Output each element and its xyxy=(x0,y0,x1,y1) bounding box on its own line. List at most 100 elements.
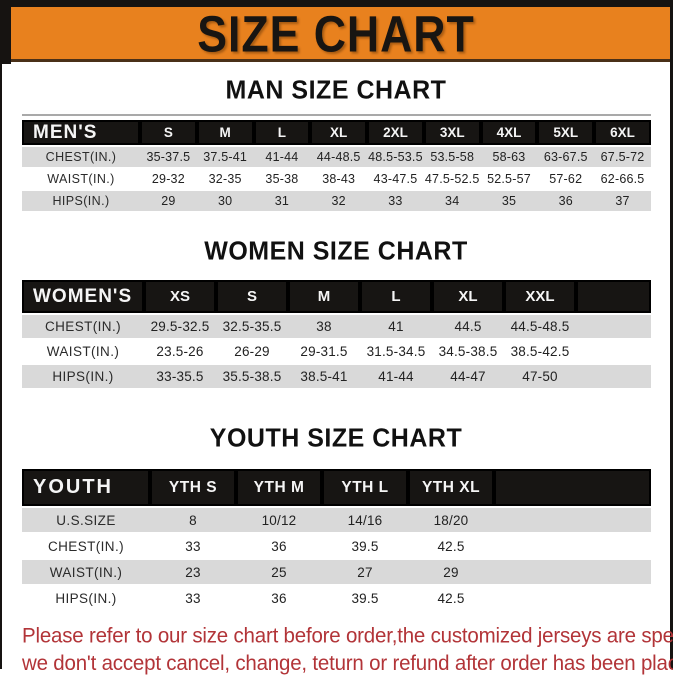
spacer-cell xyxy=(494,560,651,584)
table-row: WAIST(IN.) 23.5-26 26-29 29-31.5 31.5-34.5 34… xyxy=(22,340,651,363)
value-cell: 58-63 xyxy=(480,147,538,167)
table-row: WAIST(IN.) 23 25 27 29 xyxy=(22,560,651,584)
size-column-header: XL xyxy=(432,280,504,313)
value-cell: 37 xyxy=(594,191,651,211)
value-cell: 47-50 xyxy=(504,365,576,388)
value-cell: 33 xyxy=(150,586,236,610)
spacer-cell xyxy=(494,586,651,610)
size-column-header: S xyxy=(216,280,288,313)
table-title-cell: MEN'S xyxy=(22,120,140,145)
header-row: WOMEN'S XS S M L XL XXL xyxy=(22,280,651,313)
spacer-cell xyxy=(494,534,651,558)
value-cell: 32.5-35.5 xyxy=(216,315,288,338)
table-row: CHEST(IN.) 33 36 39.5 42.5 xyxy=(22,534,651,558)
size-column-header: M xyxy=(196,120,254,145)
size-column-header: S xyxy=(140,120,197,145)
value-cell: 33 xyxy=(367,191,424,211)
row-label-cell: CHEST(IN.) xyxy=(22,315,144,338)
women-size-table: WOMEN'S XS S M L XL XXL CHEST(IN.) 29.5-32.5 32.5… xyxy=(22,278,651,390)
value-cell: 38-43 xyxy=(310,169,368,189)
value-cell: 36 xyxy=(537,191,595,211)
top-border-bar xyxy=(2,0,670,7)
youth-size-table: YOUTH YTH S YTH M YTH L YTH XL U.S.SIZE 8 10/12… xyxy=(22,467,651,612)
size-column-header: YTH L xyxy=(322,469,408,506)
value-cell: 38.5-41 xyxy=(288,365,360,388)
divider-rule xyxy=(22,114,651,116)
row-label-cell: HIPS(IN.) xyxy=(22,365,144,388)
value-cell: 38.5-42.5 xyxy=(504,340,576,363)
value-cell: 48.5-53.5 xyxy=(367,147,424,167)
value-cell: 29-31.5 xyxy=(288,340,360,363)
value-cell: 35.5-38.5 xyxy=(216,365,288,388)
corner-block xyxy=(0,0,11,64)
disclaimer-line-2: we don't accept cancel, change, teturn o… xyxy=(22,651,673,676)
value-cell: 29 xyxy=(408,560,494,584)
page-title: SIZE CHART xyxy=(197,4,475,62)
value-cell: 31.5-34.5 xyxy=(360,340,432,363)
row-label-cell: HIPS(IN.) xyxy=(22,191,140,211)
row-label-cell: WAIST(IN.) xyxy=(22,340,144,363)
value-cell: 43-47.5 xyxy=(367,169,424,189)
table-title-cell: WOMEN'S xyxy=(22,280,144,313)
value-cell: 29 xyxy=(140,191,197,211)
value-cell: 27 xyxy=(322,560,408,584)
size-column-header: 6XL xyxy=(594,120,651,145)
value-cell: 41-44 xyxy=(253,147,311,167)
value-cell: 39.5 xyxy=(322,534,408,558)
value-cell: 35 xyxy=(480,191,538,211)
value-cell: 42.5 xyxy=(408,586,494,610)
section-heading-men: MAN SIZE CHART xyxy=(225,75,447,105)
banner: SIZE CHART xyxy=(0,0,670,64)
spacer-cell xyxy=(494,508,651,532)
value-cell: 8 xyxy=(150,508,236,532)
value-cell: 29.5-32.5 xyxy=(144,315,216,338)
table-title-cell: YOUTH xyxy=(22,469,150,506)
value-cell: 29-32 xyxy=(140,169,197,189)
size-column-header: XS xyxy=(144,280,216,313)
header-row: MEN'S S M L XL 2XL 3XL 4XL 5XL 6XL xyxy=(22,120,651,145)
value-cell: 34.5-38.5 xyxy=(432,340,504,363)
value-cell: 32 xyxy=(310,191,368,211)
value-cell: 32-35 xyxy=(196,169,254,189)
value-cell: 35-38 xyxy=(253,169,311,189)
value-cell: 25 xyxy=(236,560,322,584)
value-cell: 26-29 xyxy=(216,340,288,363)
value-cell: 23.5-26 xyxy=(144,340,216,363)
value-cell: 67.5-72 xyxy=(594,147,651,167)
value-cell: 34 xyxy=(423,191,481,211)
value-cell: 35-37.5 xyxy=(140,147,197,167)
spacer-cell xyxy=(494,469,651,506)
value-cell: 63-67.5 xyxy=(537,147,595,167)
header-row: YOUTH YTH S YTH M YTH L YTH XL xyxy=(22,469,651,506)
size-column-header: L xyxy=(360,280,432,313)
value-cell: 42.5 xyxy=(408,534,494,558)
size-column-header: YTH XL xyxy=(408,469,494,506)
value-cell: 41-44 xyxy=(360,365,432,388)
size-column-header: YTH M xyxy=(236,469,322,506)
table-row: CHEST(IN.) 35-37.5 37.5-41 41-44 44-48.5 48.5… xyxy=(22,147,651,167)
size-column-header: L xyxy=(253,120,311,145)
value-cell: 44.5-48.5 xyxy=(504,315,576,338)
size-column-header: YTH S xyxy=(150,469,236,506)
value-cell: 39.5 xyxy=(322,586,408,610)
value-cell: 44-47 xyxy=(432,365,504,388)
value-cell: 37.5-41 xyxy=(196,147,254,167)
men-size-table: MEN'S S M L XL 2XL 3XL 4XL 5XL 6XL CHEST(IN.) 35-37… xyxy=(22,118,651,213)
row-label-cell: WAIST(IN.) xyxy=(22,169,140,189)
value-cell: 10/12 xyxy=(236,508,322,532)
size-column-header: XL xyxy=(310,120,368,145)
section-heading-women: WOMEN SIZE CHART xyxy=(204,236,468,266)
size-column-header: M xyxy=(288,280,360,313)
value-cell: 53.5-58 xyxy=(423,147,481,167)
table-row: HIPS(IN.) 29 30 31 32 33 34 35 36 37 xyxy=(22,191,651,211)
size-column-header: 3XL xyxy=(423,120,481,145)
size-column-header: XXL xyxy=(504,280,576,313)
value-cell: 14/16 xyxy=(322,508,408,532)
section-heading-youth: YOUTH SIZE CHART xyxy=(209,423,463,453)
value-cell: 62-66.5 xyxy=(594,169,651,189)
size-column-header: 2XL xyxy=(367,120,424,145)
table-row: CHEST(IN.) 29.5-32.5 32.5-35.5 38 41 44.5 44.5… xyxy=(22,315,651,338)
table-row: HIPS(IN.) 33-35.5 35.5-38.5 38.5-41 41-44 44-… xyxy=(22,365,651,388)
value-cell: 44.5 xyxy=(432,315,504,338)
